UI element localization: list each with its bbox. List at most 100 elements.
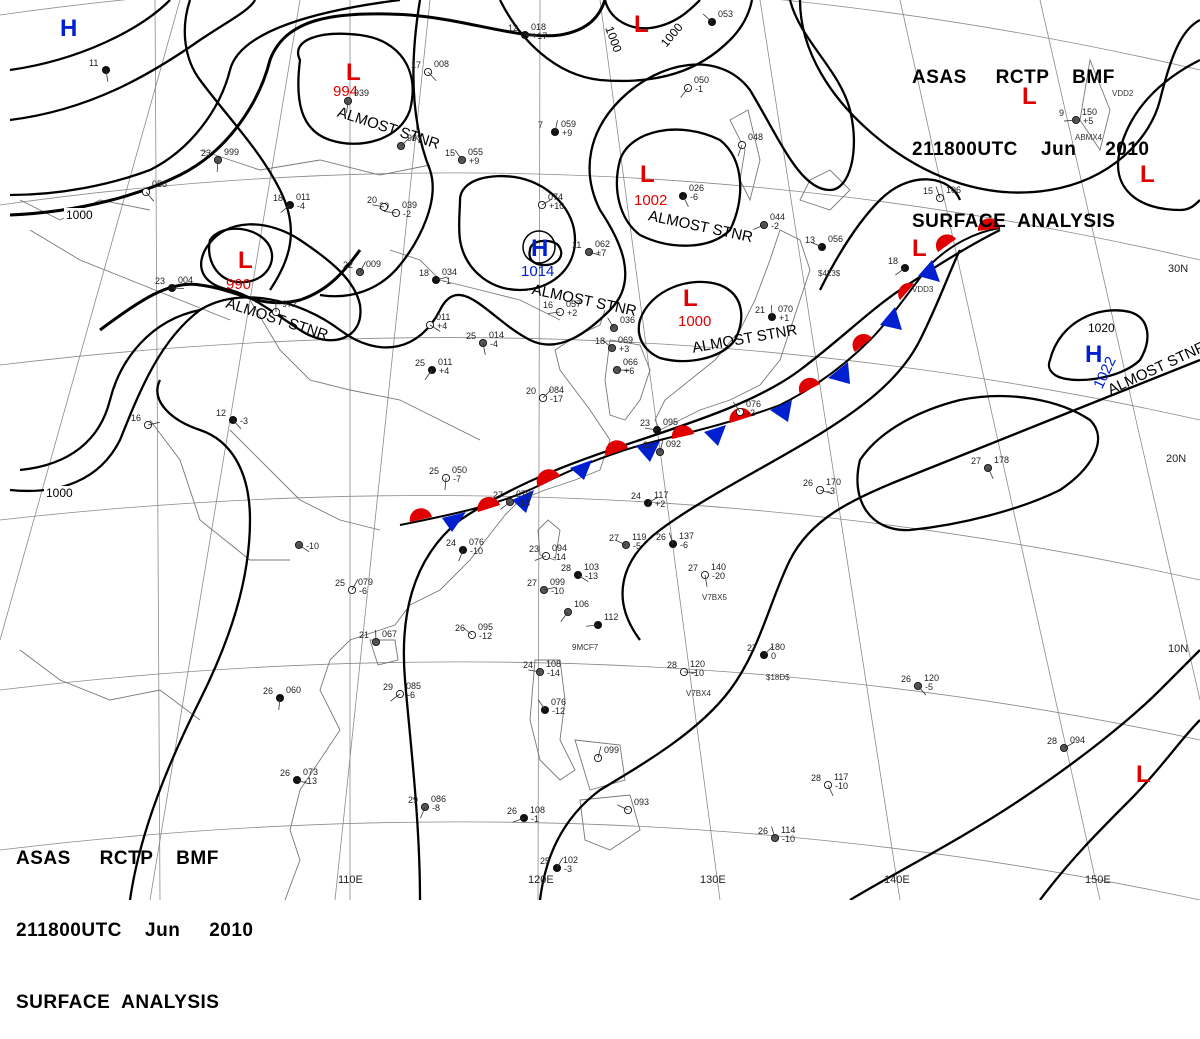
station-temperature: 27 [747, 643, 757, 653]
station-temperature: 27 [609, 533, 619, 543]
station-temperature: 27 [688, 563, 698, 573]
station-tendency: +9 [562, 128, 572, 138]
station-tendency: 0 [771, 651, 776, 661]
latitude-label: 10N [1168, 643, 1188, 655]
header-line-office: ASAS RCTP BMF [16, 847, 253, 871]
station-tendency: -1 [531, 814, 539, 824]
station-tendency: -10 [470, 546, 483, 556]
station-tendency: -10 [691, 668, 704, 678]
station-temperature: 16 [543, 300, 553, 310]
station-pressure: 939 [354, 88, 369, 98]
station-temperature: 26 [803, 478, 813, 488]
station-tendency: -14 [547, 668, 560, 678]
station-pressure: 106 [574, 599, 589, 609]
station-tendency: -6 [359, 586, 367, 596]
latitude-label: 20N [1166, 453, 1186, 465]
station-temperature: 17 [411, 60, 421, 70]
station-temperature: 28 [667, 660, 677, 670]
station-pressure: 998 [407, 133, 422, 143]
station-tendency: -12 [479, 631, 492, 641]
center-pressure: 1014 [521, 263, 554, 280]
station-temperature: 23 [201, 148, 211, 158]
station-temperature: 15 [445, 148, 455, 158]
station-pressure: 009 [366, 259, 381, 269]
station-temperature: 29 [408, 795, 418, 805]
low-letter-icon: L [640, 161, 655, 188]
station-tendency: -1 [695, 84, 703, 94]
station-tendency: -2 [403, 209, 411, 219]
isobar-label: 1000 [46, 486, 73, 500]
station-temperature: 12 [216, 408, 226, 418]
station-tendency: -4 [490, 339, 498, 349]
station-tendency: -8 [432, 803, 440, 813]
station-pressure: 067 [382, 629, 397, 639]
station-temperature: 11 [572, 240, 581, 250]
station-temperature: 21 [755, 305, 765, 315]
high-letter-icon: H [531, 235, 548, 262]
header-line-time: 211800UTC Jun 2010 [912, 138, 1149, 162]
longitude-label: 140E [884, 874, 910, 886]
ship-id: 9MCF7 [572, 643, 599, 652]
station-temperature: 26 [656, 532, 666, 542]
station-temperature: 24 [523, 660, 533, 670]
header-line-time: 211800UTC Jun 2010 [16, 919, 253, 943]
station-tendency: +10 [549, 201, 564, 211]
header-line-office: ASAS RCTP BMF [912, 66, 1149, 90]
station-temperature: 24 [446, 538, 456, 548]
station-temperature: 18 [888, 256, 898, 266]
station-tendency: -13 [585, 571, 598, 581]
station-temperature: 26 [263, 686, 273, 696]
station-tendency: -10 [835, 781, 848, 791]
station-tendency: +4 [437, 321, 447, 331]
station-tendency: -13 [517, 498, 530, 508]
station-tendency: -2 [771, 221, 779, 231]
station-temperature: 27 [971, 456, 981, 466]
station-temperature: 26 [758, 826, 768, 836]
station-tendency: +6 [624, 366, 634, 376]
low-letter-icon: L [683, 285, 698, 312]
station-tendency: +3 [619, 344, 629, 354]
station-pressure: 092 [666, 439, 681, 449]
station-tendency: -10 [782, 834, 795, 844]
station-tendency: +9 [469, 156, 479, 166]
station-temperature: 23 [640, 418, 650, 428]
station-tendency: -6 [690, 192, 698, 202]
station-temperature: 16 [131, 413, 141, 423]
chart-header-bottom: ASAS RCTP BMF 211800UTC Jun 2010 SURFACE… [16, 799, 253, 1039]
low-letter-icon: L [346, 59, 361, 86]
station-pressure: 972 [282, 299, 297, 309]
station-temperature: 26 [455, 623, 465, 633]
station-temperature: 23 [529, 544, 539, 554]
station-temperature: 20 [526, 386, 536, 396]
station-pressure: 095 [663, 417, 678, 427]
station-tendency: -2 [747, 408, 755, 418]
station-temperature: 22 [343, 260, 353, 270]
chart-header-top: ASAS RCTP BMF 211800UTC Jun 2010 SURFACE… [912, 18, 1149, 258]
station-temperature: 12 [508, 23, 518, 33]
station-tendency: +17 [532, 31, 547, 41]
ship-id: $423$ [818, 269, 841, 278]
station-temperature: 26 [280, 768, 290, 778]
ship-id: V7BX5 [702, 593, 727, 602]
station-tendency: -17 [550, 394, 563, 404]
station-temperature: 13 [805, 235, 815, 245]
station-pressure: 056 [152, 179, 167, 189]
station-temperature: 25 [335, 578, 345, 588]
station-temperature: 25 [429, 466, 439, 476]
high-letter-icon: H [60, 15, 77, 42]
station-temperature: 18 [595, 336, 605, 346]
station-temperature: 28 [561, 563, 571, 573]
station-temperature: 18 [419, 268, 429, 278]
station-pressure: 060 [286, 685, 301, 695]
station-pressure: 004 [178, 275, 193, 285]
station-tendency: +2 [655, 499, 665, 509]
low-letter-icon: L [1136, 761, 1151, 788]
station-tendency: -12 [552, 706, 565, 716]
low-letter-icon: L [238, 247, 253, 274]
center-pressure: 990 [226, 276, 251, 293]
station-pressure: 048 [748, 132, 763, 142]
low-letter-icon: L [634, 11, 649, 38]
station-temperature: 18 [273, 193, 283, 203]
station-tendency: +1 [779, 313, 789, 323]
station-temperature: 20 [367, 195, 377, 205]
